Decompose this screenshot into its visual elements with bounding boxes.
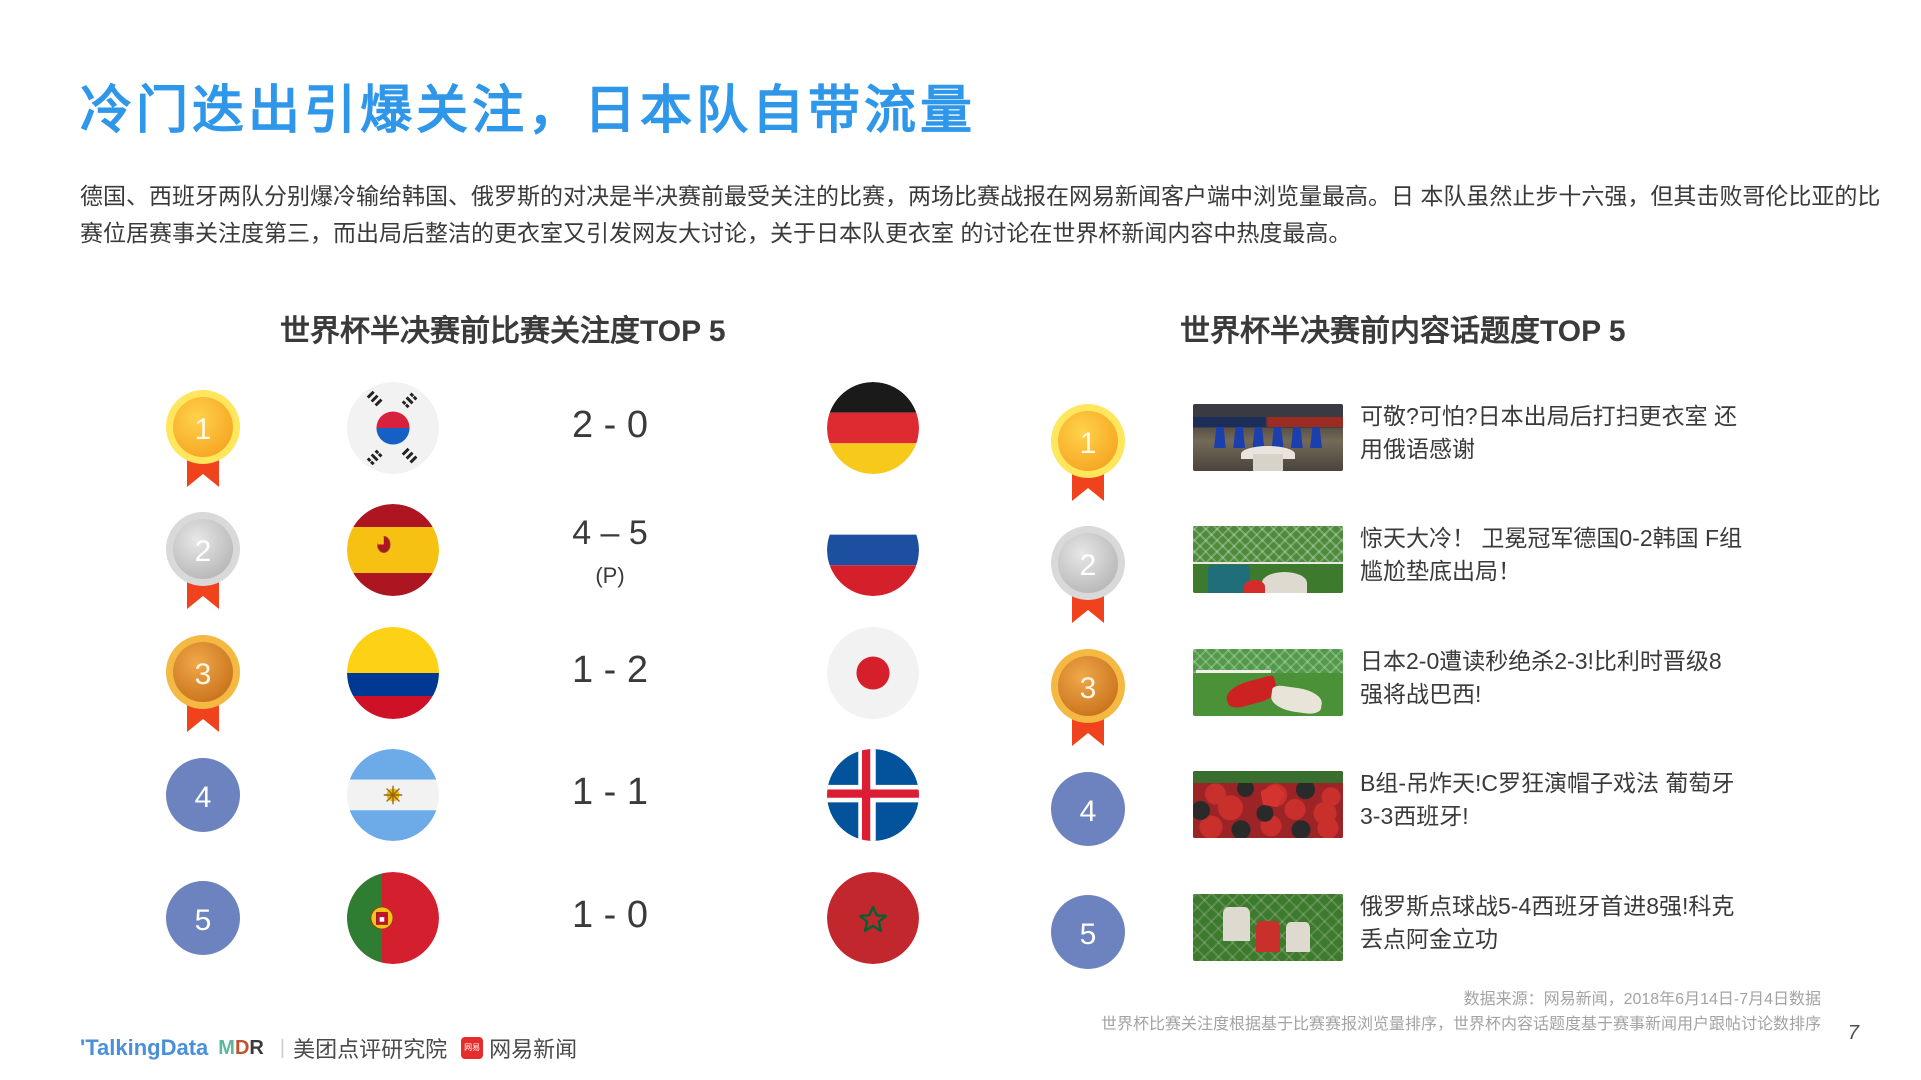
svg-text:5: 5: [195, 904, 212, 937]
svg-text:1: 1: [1080, 427, 1097, 460]
svg-text:5: 5: [1080, 918, 1097, 951]
svg-text:4: 4: [195, 781, 212, 814]
svg-text:1: 1: [195, 413, 212, 446]
svg-text:2: 2: [1080, 549, 1097, 582]
svg-text:4: 4: [1080, 795, 1097, 828]
svg-text:2: 2: [195, 535, 212, 568]
svg-text:3: 3: [1080, 672, 1097, 705]
svg-text:3: 3: [195, 658, 212, 691]
